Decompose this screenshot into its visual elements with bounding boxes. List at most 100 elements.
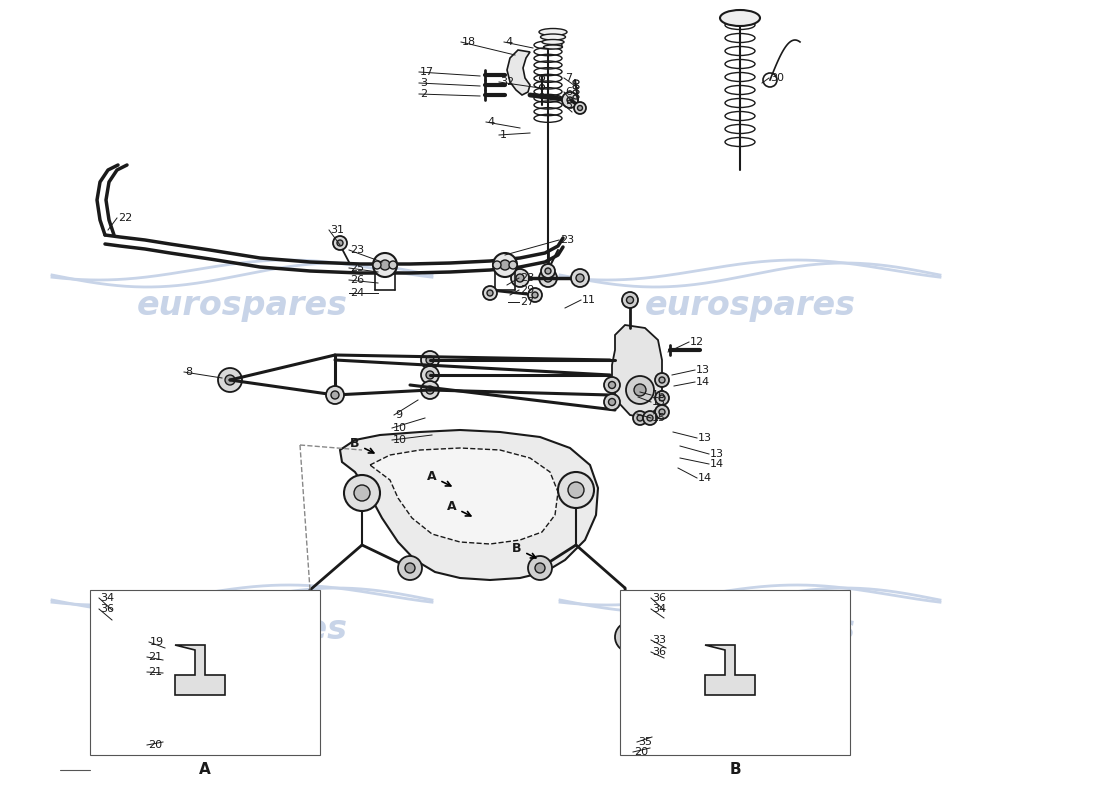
Text: 10: 10 bbox=[393, 435, 407, 445]
Text: 32: 32 bbox=[500, 77, 514, 87]
Circle shape bbox=[740, 677, 756, 693]
Circle shape bbox=[487, 290, 493, 296]
Circle shape bbox=[483, 286, 497, 300]
Circle shape bbox=[344, 475, 380, 511]
Circle shape bbox=[710, 675, 730, 695]
Text: 36: 36 bbox=[652, 647, 666, 657]
Text: 34: 34 bbox=[652, 604, 667, 614]
Text: 15: 15 bbox=[652, 413, 666, 423]
Ellipse shape bbox=[539, 29, 566, 35]
Text: 8: 8 bbox=[185, 367, 192, 377]
Circle shape bbox=[354, 485, 370, 501]
Text: 30: 30 bbox=[770, 73, 784, 83]
Text: 21: 21 bbox=[148, 652, 162, 662]
Ellipse shape bbox=[540, 34, 565, 40]
Circle shape bbox=[745, 682, 751, 688]
Circle shape bbox=[541, 264, 556, 278]
Circle shape bbox=[571, 269, 588, 287]
Text: 11: 11 bbox=[582, 295, 596, 305]
Circle shape bbox=[578, 106, 583, 110]
Text: 23: 23 bbox=[350, 245, 364, 255]
Text: 23: 23 bbox=[560, 235, 574, 245]
Circle shape bbox=[426, 386, 434, 394]
Text: eurospares: eurospares bbox=[136, 614, 348, 646]
Text: 15: 15 bbox=[652, 397, 666, 407]
Text: 27: 27 bbox=[520, 297, 535, 307]
Circle shape bbox=[632, 411, 647, 425]
Polygon shape bbox=[370, 448, 558, 544]
Circle shape bbox=[566, 97, 573, 103]
Text: 2: 2 bbox=[420, 89, 427, 99]
Text: eurospares: eurospares bbox=[645, 289, 856, 322]
Text: 34: 34 bbox=[100, 593, 114, 603]
Circle shape bbox=[637, 415, 644, 421]
Circle shape bbox=[604, 377, 620, 393]
Circle shape bbox=[544, 274, 552, 282]
Circle shape bbox=[218, 368, 242, 392]
Circle shape bbox=[604, 394, 620, 410]
Text: 3: 3 bbox=[420, 78, 427, 88]
Text: 21: 21 bbox=[148, 667, 162, 677]
Text: 36: 36 bbox=[652, 593, 666, 603]
Circle shape bbox=[528, 556, 552, 580]
Polygon shape bbox=[507, 50, 530, 95]
Circle shape bbox=[426, 371, 434, 379]
Text: eurospares: eurospares bbox=[136, 289, 348, 322]
Circle shape bbox=[214, 682, 221, 688]
Circle shape bbox=[285, 617, 315, 647]
Circle shape bbox=[576, 274, 584, 282]
Text: 28: 28 bbox=[520, 273, 535, 283]
Circle shape bbox=[654, 373, 669, 387]
Text: 16: 16 bbox=[652, 390, 666, 400]
Text: 12: 12 bbox=[690, 337, 704, 347]
Polygon shape bbox=[612, 325, 662, 418]
Circle shape bbox=[528, 288, 542, 302]
Text: 18: 18 bbox=[462, 37, 476, 47]
Circle shape bbox=[186, 646, 194, 654]
Text: 20: 20 bbox=[634, 747, 648, 757]
Text: eurospares: eurospares bbox=[645, 614, 856, 646]
Circle shape bbox=[210, 677, 225, 693]
Circle shape bbox=[535, 563, 544, 573]
Circle shape bbox=[621, 292, 638, 308]
Circle shape bbox=[624, 631, 636, 643]
Circle shape bbox=[493, 253, 517, 277]
Polygon shape bbox=[340, 430, 598, 580]
Text: 20: 20 bbox=[148, 740, 162, 750]
Circle shape bbox=[493, 261, 500, 269]
Text: 24: 24 bbox=[350, 288, 364, 298]
Circle shape bbox=[608, 382, 616, 389]
Circle shape bbox=[373, 253, 397, 277]
Text: A: A bbox=[199, 762, 211, 778]
Circle shape bbox=[331, 391, 339, 399]
Text: 10: 10 bbox=[393, 423, 407, 433]
Circle shape bbox=[654, 405, 669, 419]
Text: 1: 1 bbox=[500, 130, 507, 140]
Circle shape bbox=[574, 102, 586, 114]
Circle shape bbox=[509, 261, 517, 269]
Circle shape bbox=[654, 391, 669, 405]
Circle shape bbox=[644, 411, 657, 425]
Circle shape bbox=[539, 269, 557, 287]
Circle shape bbox=[226, 375, 235, 385]
Circle shape bbox=[659, 409, 666, 415]
Text: 29: 29 bbox=[520, 285, 535, 295]
Text: 14: 14 bbox=[710, 459, 724, 469]
Text: 13: 13 bbox=[696, 365, 710, 375]
Text: 36: 36 bbox=[100, 604, 114, 614]
Circle shape bbox=[337, 240, 343, 246]
Circle shape bbox=[544, 268, 551, 274]
Circle shape bbox=[326, 386, 344, 404]
Polygon shape bbox=[90, 590, 320, 755]
Circle shape bbox=[421, 381, 439, 399]
Circle shape bbox=[634, 384, 646, 396]
Circle shape bbox=[180, 675, 200, 695]
Text: 4: 4 bbox=[505, 37, 513, 47]
Text: B: B bbox=[729, 762, 740, 778]
Text: 33: 33 bbox=[652, 635, 666, 645]
Polygon shape bbox=[705, 645, 755, 695]
Text: 22: 22 bbox=[118, 213, 132, 223]
Circle shape bbox=[426, 356, 434, 364]
Text: 6: 6 bbox=[565, 87, 572, 97]
Circle shape bbox=[568, 482, 584, 498]
